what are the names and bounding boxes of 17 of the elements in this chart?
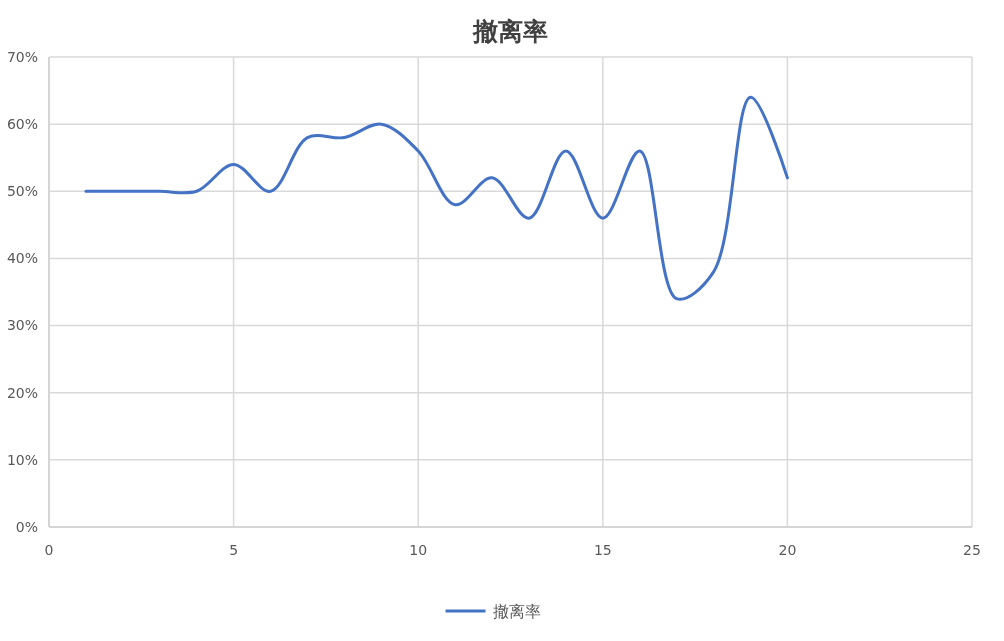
x-tick-label: 0 [44, 542, 54, 558]
line-series [84, 95, 789, 301]
y-tick-label: 70% [6, 48, 38, 65]
chart-title: 撤离率 [472, 17, 548, 46]
y-tick-label: 50% [6, 183, 38, 200]
y-tick-label: 20% [6, 384, 38, 401]
y-tick-label: 30% [6, 317, 38, 334]
x-tick-label: 5 [229, 542, 239, 558]
x-tick-label: 15 [593, 542, 612, 558]
y-tick-label: 10% [6, 451, 38, 468]
x-tick-label: 25 [963, 542, 981, 558]
x-tick-label: 20 [778, 542, 797, 558]
x-tick-label: 10 [409, 542, 428, 558]
y-tick-label: 40% [6, 250, 38, 267]
y-tick-label: 60% [6, 116, 38, 133]
legend-label: 撤离率 [492, 601, 541, 621]
y-tick-label: 0% [15, 518, 38, 535]
